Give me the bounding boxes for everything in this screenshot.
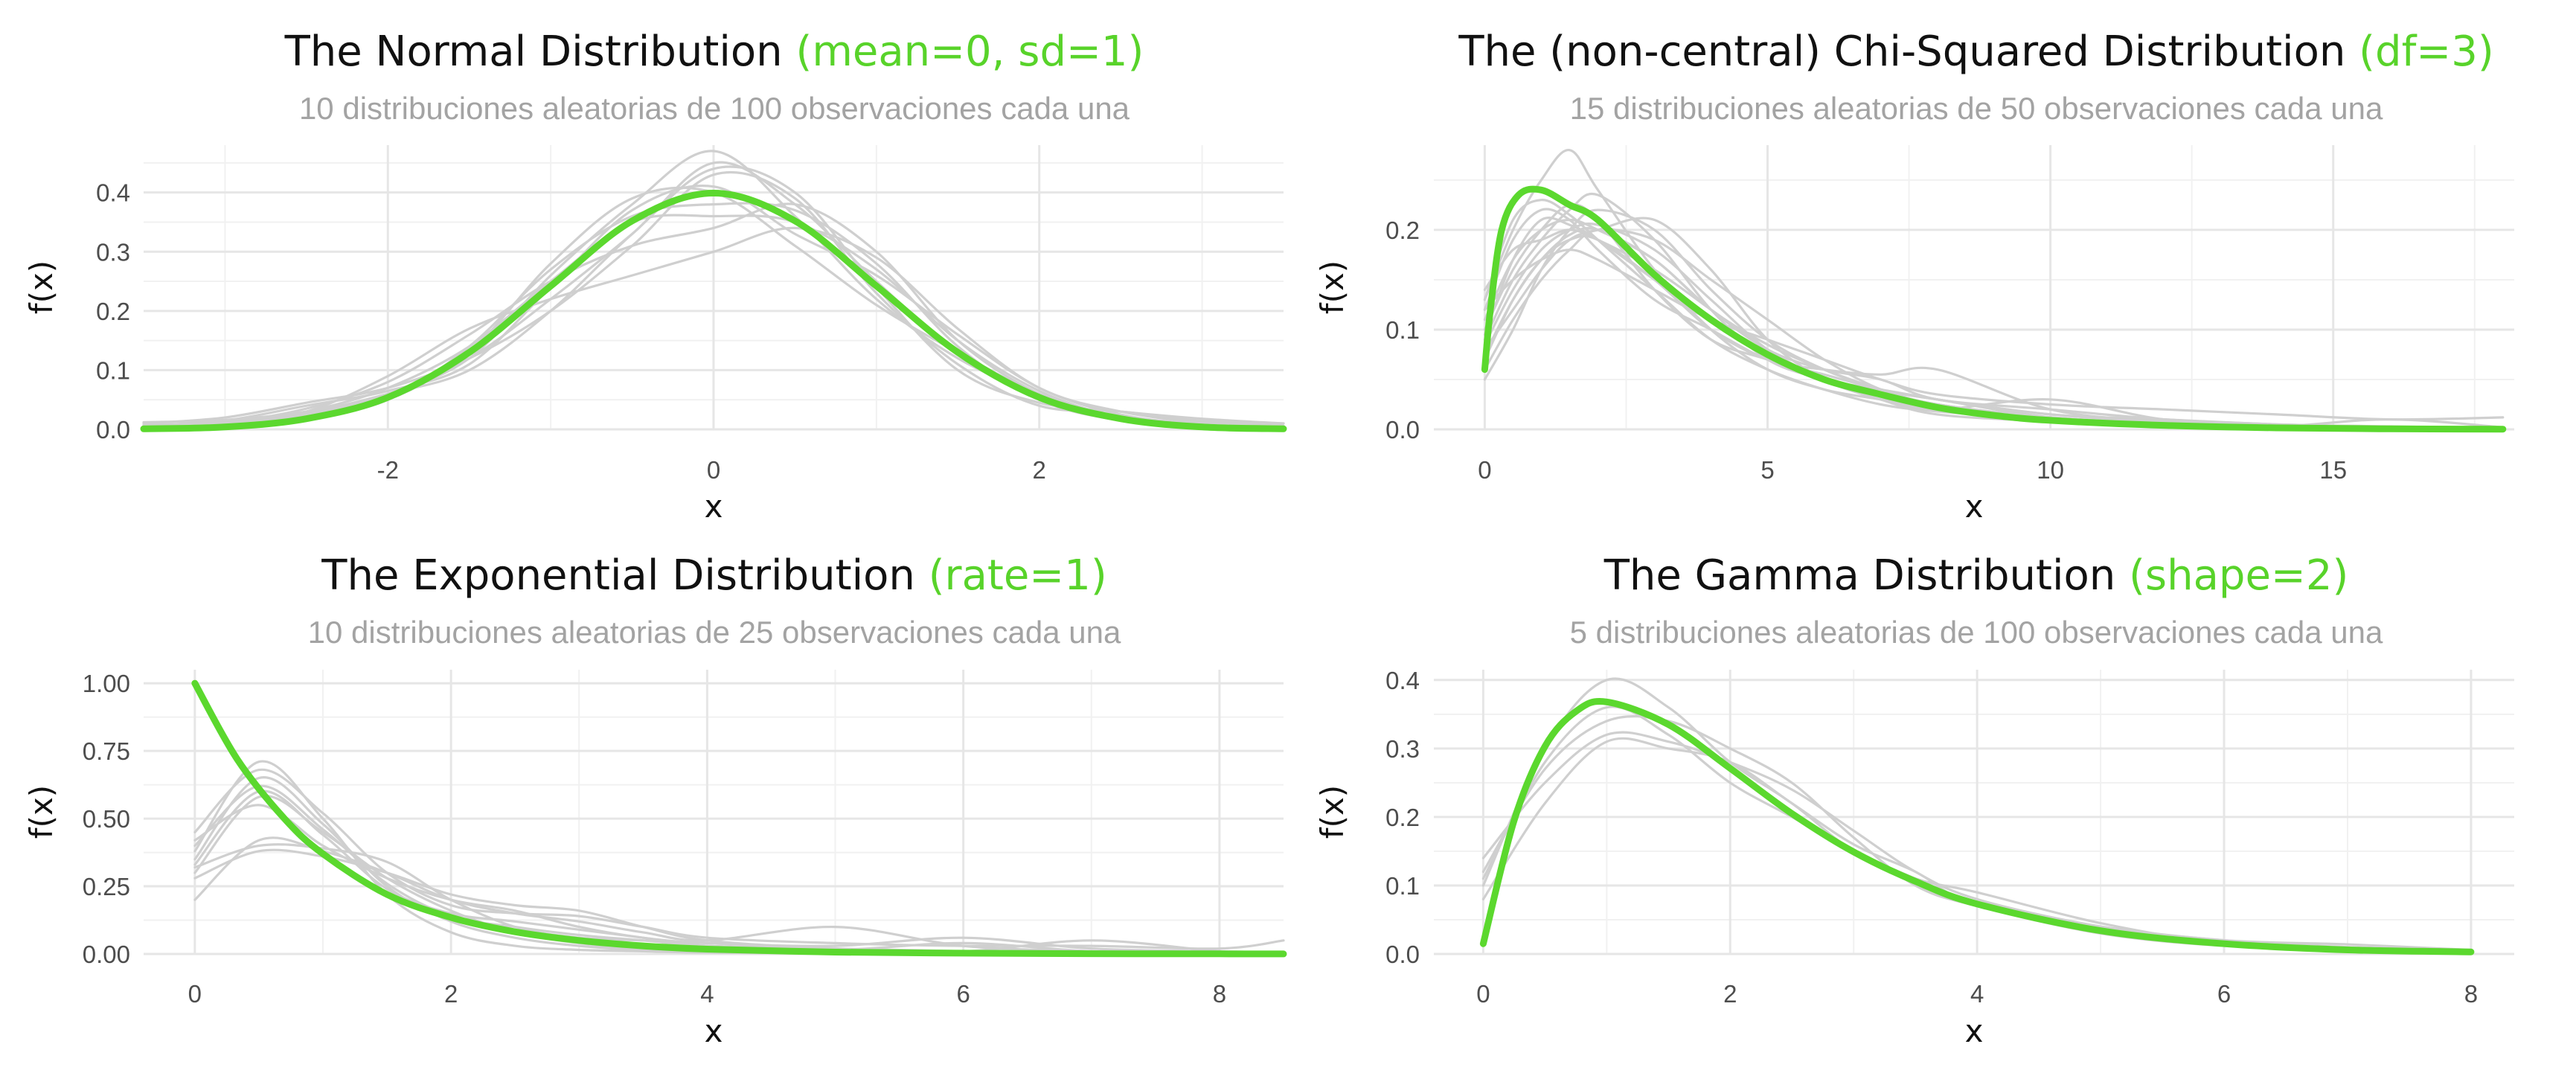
chart-panel-3: 0 2 4 6 8 0.00 0.25 0.50 0.75 1.00 x f(x) The Expone…	[23, 551, 1287, 1049]
x-tick-label: -2	[377, 456, 399, 484]
series-group	[140, 150, 1287, 432]
sample-density-line	[1483, 208, 2505, 430]
x-tick-label: 15	[2319, 456, 2347, 484]
chart-title-params: (shape=2)	[2129, 551, 2348, 600]
y-axis-title: f(x)	[23, 260, 60, 314]
y-tick-label: 0.4	[96, 179, 130, 207]
series-group	[191, 679, 1287, 958]
x-tick-label: 2	[1723, 980, 1737, 1008]
x-tick-label: 6	[956, 980, 970, 1008]
x-tick-label: 2	[444, 980, 458, 1008]
y-tick-label: 0.3	[96, 238, 130, 266]
chart-panel-4: 0 2 4 6 8 0.0 0.1 0.2 0.3 0.4 x f(x) The Gamma Distr…	[1314, 551, 2514, 1049]
chart-subtitle: 5 distribuciones aleatorias de 100 obser…	[1570, 615, 2383, 650]
sample-density-line	[193, 836, 1285, 955]
y-tick-label: 0.2	[96, 298, 130, 325]
sample-density-line	[142, 185, 1285, 429]
y-tick-label: 0.00	[83, 941, 130, 968]
y-tick-label: 0.50	[83, 805, 130, 833]
chart-title-text: The Normal Distribution	[284, 28, 796, 76]
sample-density-line	[193, 784, 1285, 955]
x-tick-label: 8	[1213, 980, 1226, 1008]
x-tick-label: 6	[2217, 980, 2231, 1008]
y-tick-label: 0.1	[1385, 316, 1420, 344]
sample-density-line	[193, 790, 1285, 955]
chart-subtitle: 15 distribuciones aleatorias de 50 obser…	[1570, 91, 2383, 126]
y-tick-label: 0.2	[1385, 804, 1420, 831]
x-tick-label: 4	[700, 980, 714, 1008]
x-axis-title: x	[705, 488, 723, 525]
series-group	[1479, 677, 2475, 955]
sample-density-line	[1483, 218, 2505, 430]
chart-panel-2: 0 5 10 15 0.0 0.1 0.2 x f(x) The (non-central) Ch…	[1314, 28, 2514, 525]
chart-title-text: The Gamma Distribution	[1603, 551, 2129, 600]
grid	[1434, 670, 2514, 955]
theoretical-density-line	[191, 679, 1287, 958]
theoretical-density-line	[1479, 698, 2475, 955]
chart-title-params: (df=3)	[2359, 28, 2494, 76]
y-tick-label: 0.4	[1385, 667, 1420, 694]
sample-density-line	[1481, 737, 2473, 952]
x-tick-label: 10	[2037, 456, 2064, 484]
x-axis-title: x	[705, 1013, 723, 1049]
y-axis-title: f(x)	[1314, 785, 1351, 839]
chart-subtitle: 10 distribuciones aleatorias de 100 obse…	[299, 91, 1130, 126]
chart-title-params: (mean=0, sd=1)	[795, 28, 1144, 76]
y-tick-label: 0.1	[96, 356, 130, 384]
y-tick-label: 1.00	[83, 670, 130, 697]
theoretical-density-line	[1481, 185, 2507, 433]
x-tick-label: 5	[1760, 456, 1774, 484]
grid	[144, 670, 1284, 955]
x-tick-label: 2	[1033, 456, 1046, 484]
theoretical-density-line	[140, 190, 1287, 432]
y-axis-title: f(x)	[1314, 260, 1351, 314]
y-tick-label: 0.2	[1385, 217, 1420, 244]
y-tick-label: 0.0	[96, 416, 130, 444]
x-tick-label: 0	[188, 980, 202, 1008]
x-axis-title: x	[1965, 1013, 1984, 1049]
sample-density-line	[1483, 208, 2505, 430]
chart-title: The Normal Distribution (mean=0, sd=1)	[284, 28, 1144, 76]
y-tick-label: 0.1	[1385, 872, 1420, 900]
sample-density-line	[1483, 203, 2505, 430]
y-tick-label: 0.25	[83, 873, 130, 900]
x-tick-label: 4	[1970, 980, 1984, 1008]
y-axis-title: f(x)	[23, 785, 60, 839]
chart-title: The Exponential Distribution (rate=1)	[321, 551, 1106, 600]
series-group	[1481, 149, 2507, 433]
sample-density-line	[1483, 149, 2505, 430]
chart-title: The Gamma Distribution (shape=2)	[1603, 551, 2349, 600]
x-axis-title: x	[1965, 488, 1984, 525]
chart-panel-1: -2 0 2 0.0 0.1 0.2 0.3 0.4 x f(x) The Normal Distr…	[23, 28, 1287, 525]
x-tick-label: 0	[1478, 456, 1491, 484]
y-tick-label: 0.0	[1385, 941, 1420, 968]
x-tick-label: 0	[707, 456, 720, 484]
y-tick-label: 0.0	[1385, 416, 1420, 444]
chart-title-text: The (non-central) Chi-Squared Distributi…	[1458, 28, 2359, 76]
chart-title-text: The Exponential Distribution	[321, 551, 928, 600]
x-tick-label: 0	[1476, 980, 1490, 1008]
x-tick-label: 8	[2464, 980, 2478, 1008]
y-tick-label: 0.3	[1385, 735, 1420, 763]
chart-subtitle: 10 distribuciones aleatorias de 25 obser…	[308, 615, 1121, 650]
chart-title: The (non-central) Chi-Squared Distributi…	[1458, 28, 2493, 76]
y-tick-label: 0.75	[83, 737, 130, 765]
chart-title-params: (rate=1)	[929, 551, 1107, 600]
